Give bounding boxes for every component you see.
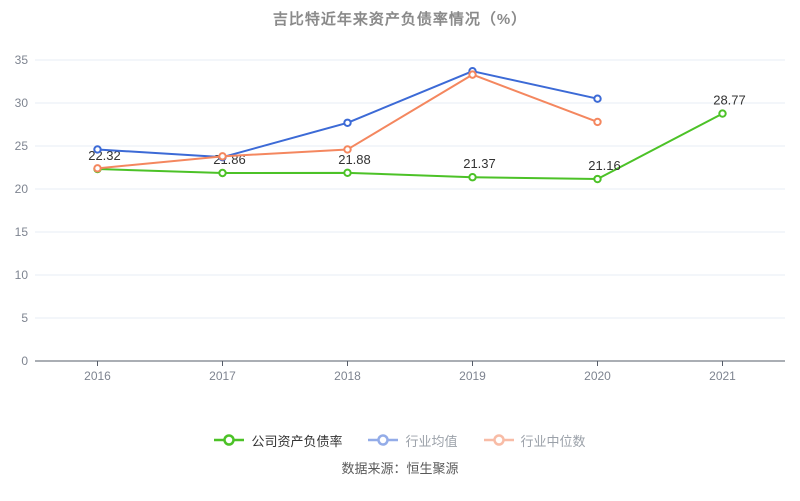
data-point-industry-mean-2020 [593, 94, 602, 103]
data-point-industry-median-2019 [468, 70, 477, 79]
y-axis-tick-label: 5 [21, 311, 28, 325]
y-axis-tick-label: 20 [15, 182, 29, 196]
data-point-industry-median-2020 [593, 117, 602, 127]
data-point-company-debt-ratio-2019 [468, 173, 477, 182]
data-point-industry-median-2016 [93, 164, 102, 173]
data-point-industry-median-2018 [343, 145, 352, 154]
x-axis-tick-label: 2020 [584, 369, 611, 383]
data-source-note: 数据来源：恒生聚源 [341, 461, 459, 476]
x-axis-tick-label: 2019 [459, 369, 486, 383]
x-axis-tick-label: 2016 [84, 369, 111, 383]
data-point-company-debt-ratio-2017 [218, 168, 227, 178]
data-point-industry-median-2017 [218, 152, 227, 161]
legend-marker-industry-mean [368, 434, 399, 446]
legend-item-industry-mean[interactable]: 行业均值 [368, 431, 458, 450]
data-point-company-debt-ratio-2018 [343, 168, 352, 178]
y-axis-tick-label: 10 [15, 268, 29, 282]
legend-item-industry-median[interactable]: 行业中位数 [483, 431, 586, 450]
chart-title: 吉比特近年来资产负债率情况（%） [272, 11, 528, 28]
legend-label-industry-mean: 行业均值 [405, 433, 458, 449]
data-label-company-debt-ratio-2019: 21.37 [463, 156, 496, 171]
x-axis-tick-label: 2018 [334, 369, 361, 383]
data-label-company-debt-ratio-2021: 28.77 [713, 93, 746, 108]
data-point-company-debt-ratio-2020 [593, 174, 602, 184]
y-axis-tick-label: 35 [15, 53, 29, 67]
y-axis-tick-label: 0 [21, 354, 28, 368]
legend-label-company-debt-ratio: 公司资产负债率 [251, 433, 343, 449]
legend-marker-company-debt-ratio [214, 434, 245, 446]
y-axis-tick-label: 30 [15, 96, 29, 110]
chart-legend: 公司资产负债率 行业均值 行业中位数 [0, 430, 800, 450]
y-axis-tick-label: 25 [15, 139, 29, 153]
x-axis-tick-label: 2017 [209, 369, 236, 383]
legend-item-company-debt-ratio[interactable]: 公司资产负债率 [214, 431, 342, 450]
data-point-industry-mean-2016 [93, 145, 102, 154]
data-label-company-debt-ratio-2020: 21.16 [588, 158, 621, 173]
y-axis-tick-label: 15 [15, 225, 29, 239]
series-line-company-debt-ratio [97, 112, 723, 181]
data-point-industry-mean-2018 [343, 118, 352, 127]
data-point-company-debt-ratio-2021 [718, 109, 727, 118]
series-line-industry-mean [97, 70, 598, 159]
legend-label-industry-median: 行业中位数 [520, 433, 586, 449]
x-axis-tick-label: 2021 [709, 369, 736, 383]
data-label-company-debt-ratio-2018: 21.88 [338, 152, 371, 167]
legend-marker-industry-median [483, 434, 514, 446]
